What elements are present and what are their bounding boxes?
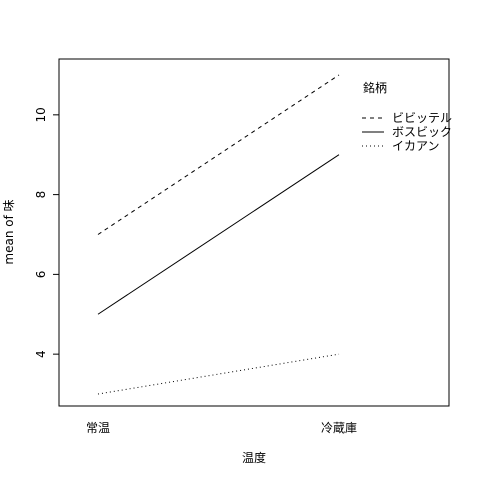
legend-title: 銘柄 [363, 80, 387, 95]
series-lines [97, 74, 340, 395]
legend-label: ビビッテル [392, 111, 452, 125]
y-tick-label: 10 [34, 107, 48, 122]
y-tick-label: 4 [34, 350, 48, 358]
x-axis: 常温 冷蔵庫 [86, 421, 357, 435]
y-axis: 4 6 8 10 [34, 107, 59, 358]
y-axis-label: mean of 味 [2, 199, 16, 264]
legend-label: ボスビック [392, 125, 452, 139]
x-tick-label: 冷蔵庫 [321, 421, 357, 435]
y-tick-label: 6 [34, 271, 48, 279]
x-axis-label: 温度 [242, 450, 266, 465]
y-tick-label: 8 [34, 191, 48, 199]
series-line [97, 154, 340, 315]
legend-label: イカアン [392, 139, 440, 153]
x-tick-label: 常温 [86, 421, 110, 435]
series-line [97, 353, 340, 395]
series-line [97, 74, 340, 235]
plot-frame [58, 58, 450, 407]
